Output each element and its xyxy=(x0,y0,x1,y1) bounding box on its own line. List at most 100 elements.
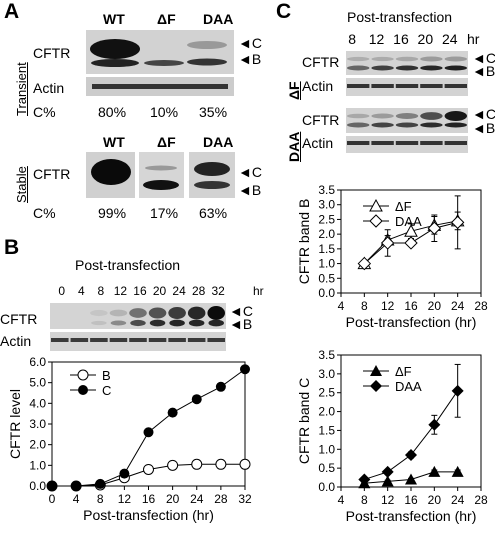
data-point xyxy=(381,465,394,478)
data-point xyxy=(370,380,382,392)
band-actin xyxy=(444,141,467,145)
y-tick-label: 1.0 xyxy=(318,257,335,271)
data-point xyxy=(428,418,441,431)
band-c xyxy=(420,56,443,62)
time-label: 8 xyxy=(97,284,105,298)
band-actin xyxy=(420,84,443,88)
header-df-stable: ΔF xyxy=(157,134,176,150)
y-tick-label: 0.5 xyxy=(318,461,335,475)
band-actin xyxy=(51,338,69,342)
x-tick-label: 28 xyxy=(474,299,488,313)
stable-blot-daa xyxy=(189,152,235,198)
y-axis-label: CFTR band C xyxy=(296,378,312,464)
y-tick-label: 2.5 xyxy=(318,386,335,400)
panel-c-df-label: ΔF xyxy=(286,81,302,100)
stable-blot-df-bands xyxy=(143,165,179,190)
panel-c-daa-blot-bands xyxy=(346,111,468,145)
x-tick-label: 24 xyxy=(190,492,204,506)
header-wt-transient: WT xyxy=(103,11,125,27)
y-tick-label: 0.5 xyxy=(318,271,335,285)
band-c xyxy=(168,307,186,319)
x-axis-label: Post-transfection (hr) xyxy=(83,507,214,523)
time-label: 4 xyxy=(77,284,85,298)
row-actin-b: Actin xyxy=(0,333,32,349)
band-c xyxy=(395,113,419,119)
x-tick-label: 16 xyxy=(142,492,156,506)
time-label: 32 xyxy=(211,284,225,298)
data-point xyxy=(215,381,226,392)
legend-label: DAA xyxy=(395,214,422,229)
x-tick-label: 4 xyxy=(338,493,345,507)
band-actin xyxy=(395,84,419,88)
band-actin xyxy=(70,338,89,342)
band-c xyxy=(444,56,467,62)
band-actin xyxy=(168,338,186,342)
y-tick-label: 4.0 xyxy=(29,396,46,410)
panel-b-hr-label: hr xyxy=(253,284,264,298)
band-actin xyxy=(148,338,167,342)
data-point xyxy=(95,478,106,489)
stable-pct-df: 17% xyxy=(150,205,179,221)
stable-label: Stable xyxy=(14,166,29,203)
x-tick-label: 16 xyxy=(404,299,418,313)
stable-blot-daa-bands xyxy=(194,162,230,189)
data-point xyxy=(380,236,395,250)
row-cftr-transient: CFTR xyxy=(33,45,71,61)
data-point xyxy=(369,214,383,228)
series-1 xyxy=(358,363,464,486)
data-point xyxy=(404,224,418,237)
c-percent-label-stable: C% xyxy=(33,205,56,221)
panel-c-hr-label: hr xyxy=(467,31,480,47)
band-c xyxy=(371,56,394,62)
stable-blot-wt xyxy=(86,152,135,198)
band-actin xyxy=(444,84,467,88)
time-label: 20 xyxy=(417,31,434,47)
chart-b-cftr-level: 0.0 1.0 2.0 3.0 4.0 5.0 6.0 0 4 8 12 16 20 24 28 32 Post… xyxy=(7,355,252,523)
data-point xyxy=(191,394,202,405)
band-c-arrow-b: ◄C xyxy=(229,303,253,319)
time-label: 16 xyxy=(393,31,409,47)
band-b-arrow-b: ◄B xyxy=(229,316,253,332)
legend-label: C xyxy=(102,383,111,398)
stable-pct-daa: 63% xyxy=(199,205,228,221)
row-actin-transient: Actin xyxy=(33,80,65,96)
band-actin xyxy=(371,84,394,88)
y-tick-label: 1.5 xyxy=(318,423,335,437)
band-b xyxy=(130,319,146,327)
series-line xyxy=(364,390,459,480)
time-label: 16 xyxy=(133,284,147,298)
band-c xyxy=(347,113,370,119)
time-label: 12 xyxy=(113,284,128,298)
y-tick-label: 1.5 xyxy=(318,242,335,256)
band-c-arrow-a-stable: ◄C xyxy=(238,164,262,180)
band-b xyxy=(395,65,419,71)
time-label: 8 xyxy=(348,31,357,47)
panel-b-blot-bands xyxy=(50,306,226,342)
x-tick-label: 4 xyxy=(73,492,80,506)
series-1 xyxy=(357,195,465,271)
y-tick-label: 1.0 xyxy=(318,442,335,456)
band-b xyxy=(188,319,205,327)
data-point xyxy=(167,407,178,418)
band-b xyxy=(110,320,127,326)
x-axis-label: Post-transfection (hr) xyxy=(346,508,477,524)
y-tick-label: 2.0 xyxy=(318,405,335,419)
time-label: 24 xyxy=(172,284,186,298)
stable-pct-wt: 99% xyxy=(98,205,127,221)
data-point xyxy=(71,481,82,491)
panel-b-letter: B xyxy=(4,236,20,259)
band-c xyxy=(395,56,419,62)
band-b xyxy=(444,65,467,71)
data-point xyxy=(77,369,89,381)
time-label: 20 xyxy=(152,284,167,298)
y-tick-label: 2.0 xyxy=(29,438,46,452)
transient-pct-wt: 80% xyxy=(98,104,127,120)
x-axis-label: Post-transfection (hr) xyxy=(346,314,477,330)
data-point xyxy=(370,365,382,376)
data-point xyxy=(381,475,394,487)
panel-c-df-blot-bands xyxy=(346,56,468,88)
data-point xyxy=(167,459,179,471)
band-b-arrow-c-daa: ◄B xyxy=(472,120,495,136)
x-tick-label: 20 xyxy=(428,493,442,507)
x-tick-label: 24 xyxy=(451,299,465,313)
